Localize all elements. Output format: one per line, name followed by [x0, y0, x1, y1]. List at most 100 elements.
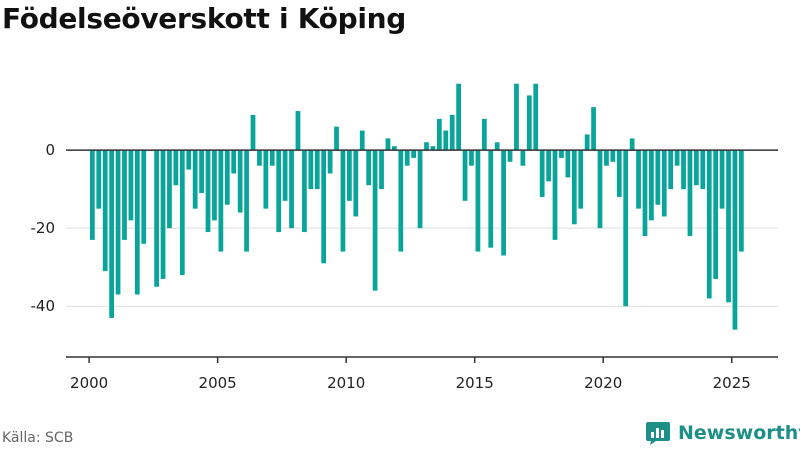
bar — [649, 150, 654, 221]
bar — [257, 150, 262, 166]
bar — [623, 150, 629, 307]
bar — [661, 150, 667, 217]
bar — [205, 150, 211, 233]
bar — [385, 138, 391, 151]
bar — [308, 150, 314, 190]
bar — [179, 150, 185, 276]
bar — [192, 150, 198, 209]
y-tick-label: 0 — [45, 141, 55, 159]
bar — [520, 150, 526, 166]
bar — [109, 150, 115, 318]
x-tick-label: 2005 — [199, 374, 237, 392]
bar — [449, 114, 455, 151]
bar — [282, 150, 288, 201]
tick-labels: 0 -20 -40 2000 2005 2010 2015 2020 2025 — [31, 141, 751, 392]
source-note: Källa: SCB — [2, 430, 74, 446]
gridlines — [66, 227, 778, 307]
chart-title: Födelseöverskott i Köping — [2, 2, 406, 35]
bar — [674, 150, 680, 166]
bar — [424, 142, 429, 151]
brand-logo[interactable]: Newsworthy — [645, 420, 800, 446]
x-tick-label: 2025 — [713, 374, 751, 392]
bar — [321, 150, 327, 264]
bar — [713, 150, 719, 279]
bar — [668, 150, 674, 190]
bar — [462, 150, 468, 201]
bar — [726, 150, 731, 303]
x-tick-label: 2000 — [70, 374, 108, 392]
bar — [289, 150, 294, 229]
brand-name: Newsworthy — [678, 422, 800, 444]
bar — [134, 150, 140, 295]
bar — [565, 150, 571, 178]
y-tick-label: -40 — [31, 297, 56, 315]
bar — [327, 150, 333, 174]
bar — [96, 150, 102, 209]
bar — [411, 150, 417, 158]
axes — [66, 149, 778, 363]
x-tick-label: 2010 — [327, 374, 365, 392]
bar — [224, 150, 230, 205]
bar — [276, 150, 282, 233]
bar — [681, 150, 686, 190]
bar — [250, 114, 256, 151]
bar — [295, 111, 301, 151]
bar — [456, 83, 462, 151]
bar — [514, 83, 519, 151]
bar — [533, 83, 539, 151]
bar — [359, 130, 365, 151]
bar — [122, 150, 127, 240]
bar — [102, 150, 108, 272]
bar — [212, 150, 217, 221]
bar — [89, 150, 95, 240]
bar — [366, 150, 372, 186]
bar — [372, 150, 378, 291]
bar — [526, 95, 532, 151]
bar — [430, 146, 436, 151]
bar — [302, 150, 307, 233]
bar — [218, 150, 224, 252]
bar — [616, 150, 622, 197]
bar — [488, 150, 494, 248]
bar — [398, 150, 404, 252]
bar — [353, 150, 359, 217]
bar — [443, 130, 449, 151]
bar — [655, 150, 661, 205]
bar — [501, 150, 506, 256]
bar — [687, 150, 693, 236]
bar — [417, 150, 423, 229]
bar — [494, 142, 500, 151]
bar — [578, 150, 584, 209]
bar — [263, 150, 269, 209]
bar — [173, 150, 179, 186]
bar — [340, 150, 346, 252]
bar — [610, 150, 616, 162]
bar — [186, 150, 192, 170]
bar — [719, 150, 725, 209]
x-tick-label: 2015 — [456, 374, 494, 392]
bar — [571, 150, 577, 225]
y-tick-label: -20 — [31, 219, 56, 237]
newsworthy-logo-icon — [646, 422, 670, 445]
bar — [141, 150, 147, 244]
bar — [597, 150, 603, 229]
bars — [89, 83, 744, 330]
bar — [436, 118, 442, 151]
bar — [167, 150, 172, 229]
bar — [347, 150, 352, 201]
bar — [160, 150, 166, 279]
bar — [199, 150, 204, 194]
bar — [706, 150, 712, 299]
bar — [334, 126, 339, 151]
bar — [604, 150, 609, 166]
bar — [314, 150, 320, 190]
bar — [732, 150, 738, 330]
bar — [546, 150, 551, 182]
bar — [507, 150, 513, 162]
bar — [115, 150, 121, 295]
bar — [559, 150, 564, 158]
bar — [244, 150, 249, 252]
bar — [694, 150, 699, 186]
bar — [128, 150, 134, 221]
